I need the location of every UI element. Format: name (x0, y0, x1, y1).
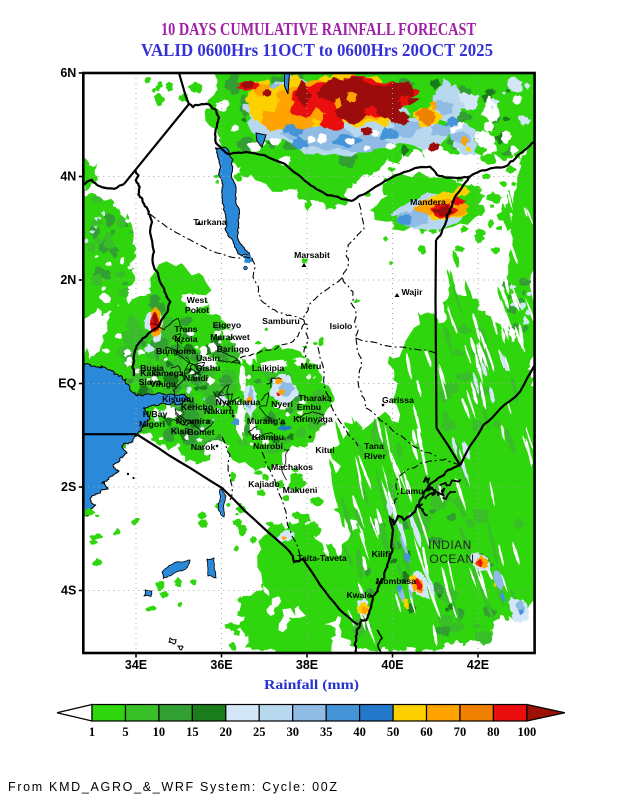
svg-text:Pokot: Pokot (185, 305, 209, 315)
svg-text:36E: 36E (210, 658, 232, 672)
svg-text:Makueni: Makueni (283, 485, 318, 495)
svg-text:40E: 40E (381, 658, 403, 672)
svg-text:Garissa: Garissa (382, 395, 414, 405)
svg-text:Wajir: Wajir (402, 287, 424, 297)
svg-text:River: River (364, 451, 386, 461)
svg-text:80: 80 (487, 725, 500, 739)
svg-text:Turkana: Turkana (193, 217, 226, 227)
svg-text:Kirinyaga: Kirinyaga (293, 414, 333, 424)
svg-text:Nyeri: Nyeri (271, 399, 293, 409)
svg-text:Marakwet: Marakwet (210, 332, 250, 342)
svg-text:Embu: Embu (297, 402, 321, 412)
svg-text:20: 20 (220, 725, 233, 739)
svg-text:H/Bay: H/Bay (143, 409, 168, 419)
svg-text:50: 50 (387, 725, 400, 739)
svg-text:Nairobi: Nairobi (253, 441, 283, 451)
svg-text:Migori: Migori (139, 419, 165, 429)
svg-text:38E: 38E (296, 658, 318, 672)
svg-text:Bungoma: Bungoma (156, 346, 196, 356)
svg-text:Elgeyo: Elgeyo (213, 320, 242, 330)
svg-text:Kiambu: Kiambu (252, 432, 284, 442)
svg-text:2N: 2N (60, 273, 76, 287)
svg-text:10 DAYS CUMULATIVE RAINFALL FO: 10 DAYS CUMULATIVE RAINFALL FORECAST (161, 19, 476, 39)
svg-text:Nzoia: Nzoia (174, 334, 197, 344)
svg-text:From KMD_AGRO_&_WRF System: Cy: From KMD_AGRO_&_WRF System: Cycle: 00Z (8, 780, 337, 794)
svg-text:West: West (187, 295, 208, 305)
svg-text:Isiolo: Isiolo (330, 321, 353, 331)
svg-text:30: 30 (286, 725, 299, 739)
svg-text:Laikipia: Laikipia (252, 363, 285, 373)
svg-text:Narok: Narok (191, 442, 216, 452)
svg-text:Nandi: Nandi (184, 373, 208, 383)
svg-text:10: 10 (153, 725, 166, 739)
svg-text:Tharaka: Tharaka (298, 393, 331, 403)
svg-text:5: 5 (122, 725, 128, 739)
svg-text:Mombasa: Mombasa (376, 576, 416, 586)
svg-text:Kisumu: Kisumu (162, 394, 194, 404)
svg-text:Gishu: Gishu (196, 363, 221, 373)
svg-text:70: 70 (454, 725, 467, 739)
svg-text:Nakuru: Nakuru (204, 406, 234, 416)
svg-text:15: 15 (186, 725, 199, 739)
svg-text:Kisii: Kisii (171, 426, 189, 436)
svg-text:Trans: Trans (174, 324, 197, 334)
svg-text:Uasin: Uasin (196, 353, 220, 363)
svg-text:4N: 4N (60, 170, 76, 184)
svg-text:Baringo: Baringo (217, 344, 250, 354)
svg-text:INDIAN: INDIAN (428, 538, 472, 552)
svg-text:Kakamega: Kakamega (140, 368, 184, 378)
svg-text:OCEAN: OCEAN (429, 552, 474, 566)
svg-text:Lamu: Lamu (400, 486, 423, 496)
svg-text:Kajiado: Kajiado (248, 479, 279, 489)
svg-text:Nyamira: Nyamira (176, 416, 210, 426)
svg-text:Siaya: Siaya (139, 377, 162, 387)
svg-text:Vihiga: Vihiga (150, 379, 176, 389)
svg-text:Kilifi: Kilifi (372, 549, 391, 559)
svg-text:Nyandarua: Nyandarua (216, 397, 261, 407)
svg-text:25: 25 (253, 725, 266, 739)
svg-text:Kericho: Kericho (181, 402, 213, 412)
svg-text:1: 1 (89, 725, 95, 739)
svg-text:Tana: Tana (364, 441, 384, 451)
svg-text:100: 100 (518, 725, 537, 739)
svg-text:Marsabit: Marsabit (294, 250, 330, 260)
svg-text:34E: 34E (125, 658, 147, 672)
svg-text:Mandera: Mandera (410, 197, 446, 207)
svg-text:35: 35 (320, 725, 333, 739)
svg-text:Meru: Meru (301, 361, 322, 371)
svg-text:Taita-Taveta: Taita-Taveta (297, 553, 347, 563)
svg-text:40: 40 (353, 725, 366, 739)
svg-text:60: 60 (420, 725, 433, 739)
svg-text:Rainfall (mm): Rainfall (mm) (264, 677, 359, 692)
svg-text:42E: 42E (467, 658, 489, 672)
svg-text:Kitui: Kitui (315, 445, 334, 455)
svg-text:Murang'a: Murang'a (247, 416, 285, 426)
svg-text:VALID 0600Hrs 11OCT to 0600Hrs: VALID 0600Hrs 11OCT to 0600Hrs 20OCT 202… (141, 40, 493, 60)
svg-text:Bomet: Bomet (187, 427, 214, 437)
svg-text:4S: 4S (61, 584, 76, 598)
svg-text:EQ: EQ (58, 377, 76, 391)
svg-text:Busia: Busia (140, 363, 164, 373)
svg-text:6N: 6N (60, 66, 76, 80)
svg-text:Samburu: Samburu (262, 316, 300, 326)
svg-text:2S: 2S (61, 480, 76, 494)
svg-text:Machakos: Machakos (271, 462, 313, 472)
svg-text:Kwale: Kwale (346, 590, 371, 600)
